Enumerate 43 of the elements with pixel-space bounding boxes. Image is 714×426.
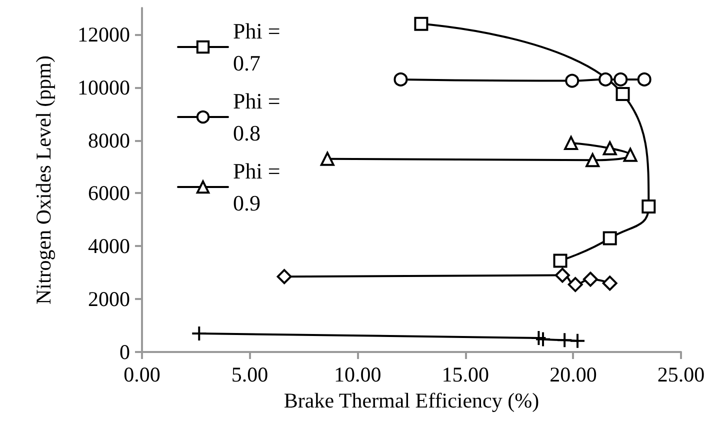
x-tick-label: 20.00 — [550, 362, 597, 386]
point — [570, 332, 586, 349]
x-tick-label: 0.00 — [124, 362, 160, 386]
y-tick-label: 0 — [120, 340, 130, 364]
y-tick-label: 12000 — [78, 22, 130, 46]
y-tick-label: 8000 — [88, 128, 130, 152]
legend-label: Phi = 0.7 — [233, 18, 286, 76]
legend-label: Phi = 0.9 — [233, 158, 286, 216]
point — [614, 72, 628, 86]
y-axis-title: Nitrogen Oxides Level (ppm) — [32, 55, 56, 305]
x-tick-label: 5.00 — [231, 362, 268, 386]
x-axis-title: Brake Thermal Efficiency (%) — [284, 388, 540, 412]
point — [564, 136, 578, 150]
point — [602, 141, 617, 156]
point — [598, 72, 613, 86]
legend-label: Phi = 0.8 — [233, 88, 286, 146]
point — [191, 325, 208, 342]
point — [637, 72, 652, 86]
point — [602, 231, 617, 246]
point — [553, 254, 568, 268]
point — [556, 332, 573, 348]
point — [582, 272, 598, 287]
point — [414, 16, 428, 31]
point — [320, 152, 334, 166]
x-tick-label: 25.00 — [657, 362, 705, 386]
point — [394, 72, 408, 86]
y-tick-label: 2000 — [88, 287, 130, 312]
x-tick-label: 15.00 — [442, 362, 490, 386]
point — [535, 331, 552, 348]
point — [616, 87, 630, 101]
y-tick-label: 10000 — [78, 75, 130, 100]
point — [276, 269, 292, 284]
point — [586, 153, 600, 168]
point — [642, 199, 656, 214]
point — [602, 276, 618, 291]
x-tick-label: 10.00 — [334, 362, 382, 386]
y-tick-label: 6000 — [88, 181, 130, 206]
point — [554, 268, 570, 283]
point — [530, 330, 547, 346]
point — [568, 277, 583, 292]
point — [565, 74, 580, 88]
y-tick-label: 4000 — [88, 234, 130, 258]
point — [623, 148, 638, 162]
